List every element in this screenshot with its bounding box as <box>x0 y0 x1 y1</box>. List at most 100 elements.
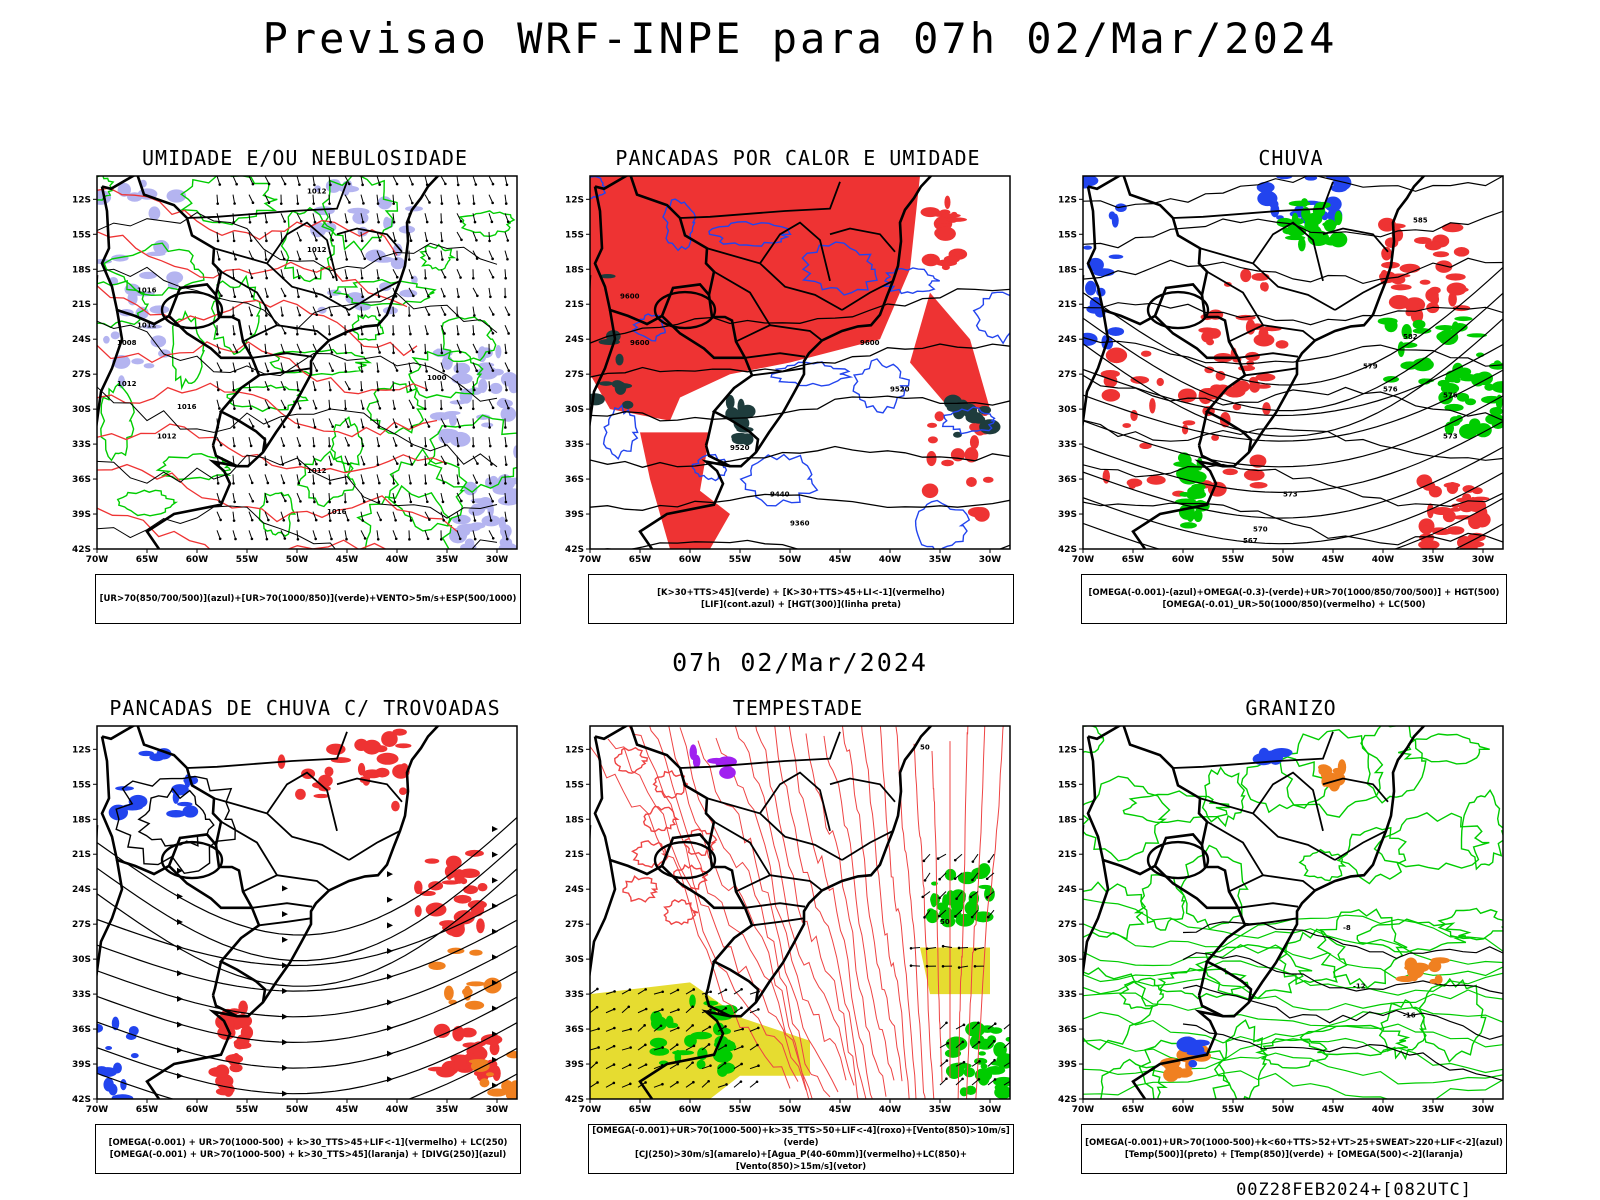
region-outline <box>653 290 717 330</box>
wind-arrow <box>440 474 445 484</box>
wind-arrow <box>328 269 334 278</box>
state-border <box>1199 247 1336 311</box>
flow-arrow <box>387 922 393 929</box>
divergence-area <box>97 1023 103 1033</box>
panel-tempestade: TEMPESTADE 12S 15S 18S 21S 24S 27S 30S 33S 36S 39… <box>548 696 1048 1174</box>
instability-area <box>944 195 951 209</box>
vector-head <box>428 257 431 260</box>
vector-head <box>692 1044 696 1048</box>
wind-vector <box>605 1027 615 1032</box>
vector-head <box>328 407 332 411</box>
vector-head <box>312 202 315 205</box>
wind-arrow <box>248 530 253 540</box>
vector-head <box>329 220 332 224</box>
wind-vector <box>653 1083 663 1088</box>
strong-omega-area <box>1315 201 1331 209</box>
country-border <box>1083 309 1110 430</box>
vector-head <box>472 332 475 336</box>
vector-head <box>644 1007 648 1011</box>
wind-arrow <box>456 399 462 409</box>
wind-arrow <box>344 418 349 427</box>
wind-arrow <box>216 231 219 241</box>
vector-head <box>233 444 236 448</box>
rain-area <box>1466 499 1487 512</box>
wind-arrow <box>424 530 429 539</box>
wind-arrow <box>424 231 428 241</box>
panel-title: PANCADAS POR CALOR E UMIDADE <box>615 146 981 170</box>
vector-head <box>347 444 350 447</box>
vector-head <box>504 351 508 355</box>
wind-arrow <box>392 530 397 539</box>
vector-head <box>362 500 366 503</box>
vector-head <box>755 1080 759 1084</box>
vector-head <box>315 462 318 466</box>
vector-head <box>332 275 335 279</box>
vector-head <box>331 238 334 242</box>
temp850-contour <box>1360 726 1427 804</box>
wind-arrow <box>424 176 428 185</box>
flow-arrow <box>177 1072 183 1079</box>
wind-arrow <box>312 418 316 428</box>
thunder-area <box>324 766 334 777</box>
wind-arrow <box>408 176 413 185</box>
rain-area <box>1384 223 1406 229</box>
wind-arrow <box>408 362 412 372</box>
vector-head <box>457 202 461 205</box>
wind-arrow <box>232 362 236 372</box>
vector-head <box>643 1024 646 1027</box>
wind-arrow <box>376 343 381 353</box>
wind-arrow <box>360 511 364 521</box>
thunder-area <box>424 858 440 864</box>
omega-area <box>1107 327 1125 336</box>
vector-head <box>284 499 287 503</box>
lat-label: 12S <box>565 745 584 755</box>
vector-head <box>283 406 287 410</box>
vector-head <box>219 369 223 372</box>
wind-arrow <box>440 250 443 260</box>
wind-arrow <box>232 231 235 241</box>
lifted-index-contour <box>881 267 940 295</box>
legend-line: [OMEGA(-0.001)+UR>70(1000-500)+k<60+TTS>… <box>1085 1138 1503 1148</box>
temp500-contour <box>1182 952 1503 995</box>
lat-label: 30S <box>1058 955 1077 965</box>
flow-arrow <box>177 893 183 900</box>
wind-arrow <box>376 399 381 409</box>
wind-vector <box>939 1060 948 1067</box>
wind-arrow <box>360 194 364 204</box>
thunder-weak-area <box>464 1000 485 1010</box>
wind-vector <box>955 909 963 917</box>
thunder-area <box>476 918 485 934</box>
wind-vector <box>939 872 947 880</box>
lon-label: 65W <box>136 1105 159 1115</box>
wind-vector <box>590 1082 598 1088</box>
humidity-high-area <box>390 257 406 270</box>
vector-head <box>707 1079 710 1083</box>
humidity-high-area <box>166 189 187 203</box>
vector-head <box>491 406 495 410</box>
vector-head <box>440 351 444 355</box>
temp850-contour <box>1083 977 1503 1011</box>
vector-head <box>460 499 463 503</box>
map-content <box>97 726 517 1099</box>
vector-head <box>456 463 460 466</box>
wind-arrow <box>264 511 269 521</box>
wind-arrow <box>328 530 332 540</box>
vector-head <box>395 462 399 465</box>
wind-arrow <box>344 176 350 185</box>
vector-head <box>409 481 412 485</box>
humidity-low-contour <box>100 382 135 462</box>
wind-arrow <box>376 530 379 540</box>
wind-vector <box>971 909 979 918</box>
humidity-low-contour <box>330 416 364 473</box>
lat-label: 27S <box>1058 370 1077 380</box>
wind-arrow <box>440 362 445 372</box>
vector-head <box>459 276 462 279</box>
strong-omega-area <box>1377 317 1398 325</box>
wind-area <box>985 1065 1006 1075</box>
humidity-low-contour <box>116 489 179 517</box>
wind-arrow <box>360 381 363 391</box>
precipitable-water-contour <box>774 726 867 1099</box>
temp850-contour <box>1083 775 1171 862</box>
heat-area <box>599 274 616 279</box>
vector-head <box>740 1062 743 1066</box>
